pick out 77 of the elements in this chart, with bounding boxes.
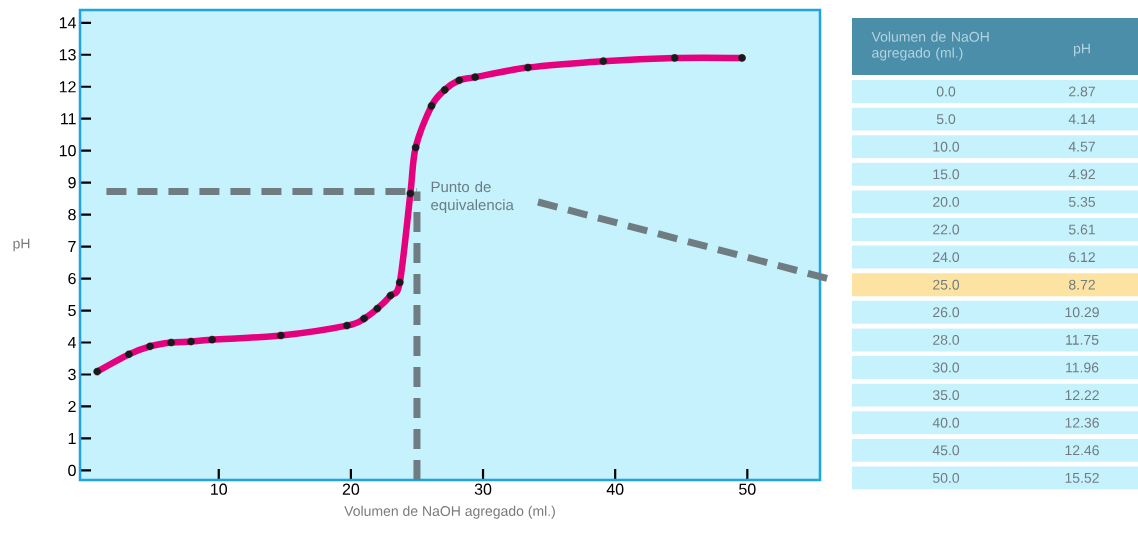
y-tick-label: 1 <box>68 432 76 444</box>
y-tick-label: 0 <box>68 464 76 477</box>
x-tick-label: 40 <box>606 483 624 495</box>
data-label: 4.14 <box>1068 114 1096 124</box>
category-label: 35.0 <box>932 390 960 401</box>
x-tick-label: 30 <box>474 483 492 495</box>
category-label: 0.0 <box>936 86 956 97</box>
point <box>455 76 464 85</box>
point <box>277 331 285 340</box>
point <box>440 86 449 94</box>
data-label: 4.57 <box>1068 141 1095 152</box>
y-tick-label: 3 <box>68 368 76 381</box>
data-label: 6.12 <box>1069 252 1095 263</box>
category-label: 10.0 <box>933 141 960 152</box>
category-label: 28.0 <box>933 334 960 345</box>
data-label: 10.29 <box>1065 307 1099 318</box>
point <box>93 367 101 376</box>
point <box>208 335 216 344</box>
y-tick-label: 11 <box>61 113 76 125</box>
point <box>167 338 175 347</box>
category-label: 22.0 <box>933 224 960 235</box>
category-label: 40.0 <box>932 417 960 428</box>
x-tick-label: 10 <box>211 483 228 495</box>
point <box>187 337 195 346</box>
text: pH <box>1073 43 1090 57</box>
data-label: 8.72 <box>1069 279 1095 290</box>
data-label: 12.36 <box>1065 417 1099 428</box>
point <box>427 102 436 110</box>
category-label: 26.0 <box>933 307 960 318</box>
category-label: 30.0 <box>932 362 960 373</box>
point <box>670 54 679 62</box>
data-label: 11.75 <box>1066 335 1099 345</box>
point <box>411 143 420 152</box>
point <box>125 350 133 359</box>
y-tick-label: 10 <box>59 145 76 157</box>
x-tick-label: 20 <box>342 483 360 495</box>
annotation: Punto de equivalencia <box>431 181 514 214</box>
x-tick-label: 50 <box>739 483 756 495</box>
data-label: 12.46 <box>1065 445 1099 456</box>
text: Volumen de NaOH agregado (ml.) <box>871 31 989 61</box>
y-axis-title: pH <box>13 238 30 252</box>
x-axis-title: Volumen de NaOH agregado (ml.) <box>344 505 555 519</box>
category-label: 24.0 <box>933 252 960 263</box>
data-label: 2.87 <box>1069 86 1095 97</box>
y-tick-label: 2 <box>68 400 76 413</box>
point <box>360 314 368 323</box>
data-label: 5.35 <box>1068 196 1096 207</box>
y-tick-label: 6 <box>68 272 76 285</box>
y-tick-label: 14 <box>59 17 76 29</box>
y-tick-label: 5 <box>68 304 76 317</box>
category-label: 50.0 <box>932 472 960 483</box>
point <box>599 57 608 65</box>
y-tick-label: 7 <box>68 241 76 253</box>
y-tick-label: 8 <box>68 208 76 221</box>
point <box>524 63 532 72</box>
category-label: 20.0 <box>933 196 960 207</box>
point <box>395 278 404 287</box>
point <box>343 321 351 330</box>
category-label: 25.0 <box>933 279 960 290</box>
data-label: 4.92 <box>1068 169 1095 180</box>
y-tick-label: 12 <box>59 81 76 93</box>
point <box>406 189 415 198</box>
data-label: 12.22 <box>1065 390 1099 400</box>
data-label: 5.61 <box>1068 224 1095 235</box>
data-label: 15.52 <box>1065 472 1099 483</box>
data-label: 11.96 <box>1066 362 1099 373</box>
point <box>738 54 746 62</box>
category-label: 45.0 <box>932 445 960 456</box>
category-label: 15.0 <box>933 169 960 180</box>
point <box>471 73 479 81</box>
y-tick-label: 13 <box>59 49 76 61</box>
y-tick-label: 9 <box>68 176 76 189</box>
point <box>146 342 154 351</box>
category-label: 5.0 <box>936 114 956 125</box>
point <box>386 291 395 300</box>
y-tick-label: 4 <box>67 337 76 349</box>
point <box>373 304 382 313</box>
